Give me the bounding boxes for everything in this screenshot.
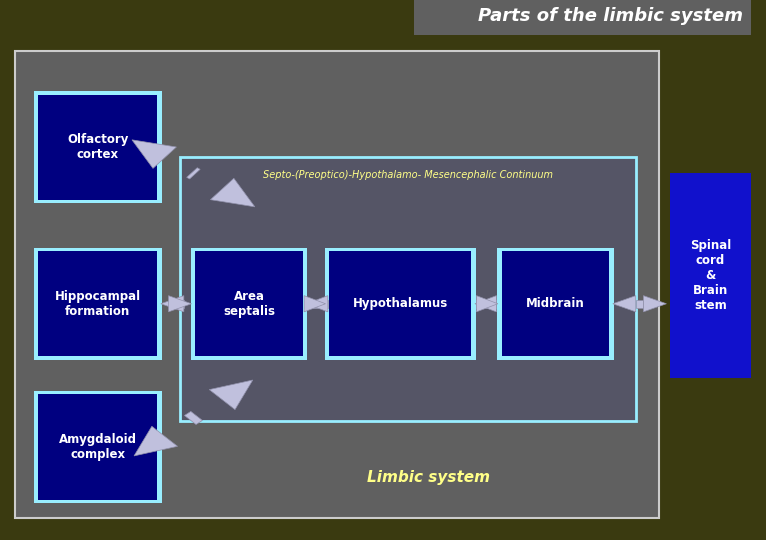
Polygon shape <box>161 296 184 312</box>
FancyBboxPatch shape <box>414 0 751 35</box>
FancyBboxPatch shape <box>180 157 636 421</box>
FancyBboxPatch shape <box>38 251 157 356</box>
Polygon shape <box>613 296 636 312</box>
Polygon shape <box>132 140 176 168</box>
Polygon shape <box>643 296 666 312</box>
FancyBboxPatch shape <box>325 248 476 360</box>
FancyBboxPatch shape <box>191 248 307 360</box>
FancyBboxPatch shape <box>38 394 157 500</box>
FancyBboxPatch shape <box>502 251 609 356</box>
FancyBboxPatch shape <box>34 391 162 503</box>
FancyBboxPatch shape <box>34 91 162 203</box>
Polygon shape <box>187 168 200 179</box>
Text: Area
septalis: Area septalis <box>223 290 275 318</box>
FancyBboxPatch shape <box>476 300 496 308</box>
Text: Parts of the limbic system: Parts of the limbic system <box>478 6 743 25</box>
Text: Olfactory
cortex: Olfactory cortex <box>67 133 129 161</box>
Text: Limbic system: Limbic system <box>368 470 490 485</box>
FancyBboxPatch shape <box>169 300 184 308</box>
Text: Hippocampal
formation: Hippocampal formation <box>54 290 141 318</box>
Text: Hypothalamus: Hypothalamus <box>352 297 448 310</box>
Text: Amygdaloid
complex: Amygdaloid complex <box>59 433 136 461</box>
FancyBboxPatch shape <box>497 248 614 360</box>
Polygon shape <box>211 178 255 207</box>
Text: Midbrain: Midbrain <box>526 297 584 310</box>
FancyBboxPatch shape <box>34 248 162 360</box>
FancyBboxPatch shape <box>670 173 751 378</box>
Polygon shape <box>475 296 496 312</box>
FancyBboxPatch shape <box>636 300 643 308</box>
Polygon shape <box>185 411 202 424</box>
Polygon shape <box>304 296 326 312</box>
FancyBboxPatch shape <box>195 251 303 356</box>
Polygon shape <box>306 296 328 312</box>
FancyBboxPatch shape <box>15 51 659 518</box>
Text: Septo-(Preoptico)-Hypothalamo- Mesencephalic Continuum: Septo-(Preoptico)-Hypothalamo- Mesenceph… <box>263 170 553 180</box>
Polygon shape <box>476 296 498 312</box>
FancyBboxPatch shape <box>329 251 471 356</box>
Polygon shape <box>134 426 178 456</box>
Polygon shape <box>169 296 192 312</box>
Text: Spinal
cord
&
Brain
stem: Spinal cord & Brain stem <box>690 239 731 312</box>
FancyBboxPatch shape <box>38 94 157 200</box>
Polygon shape <box>209 380 253 410</box>
FancyBboxPatch shape <box>304 300 328 308</box>
